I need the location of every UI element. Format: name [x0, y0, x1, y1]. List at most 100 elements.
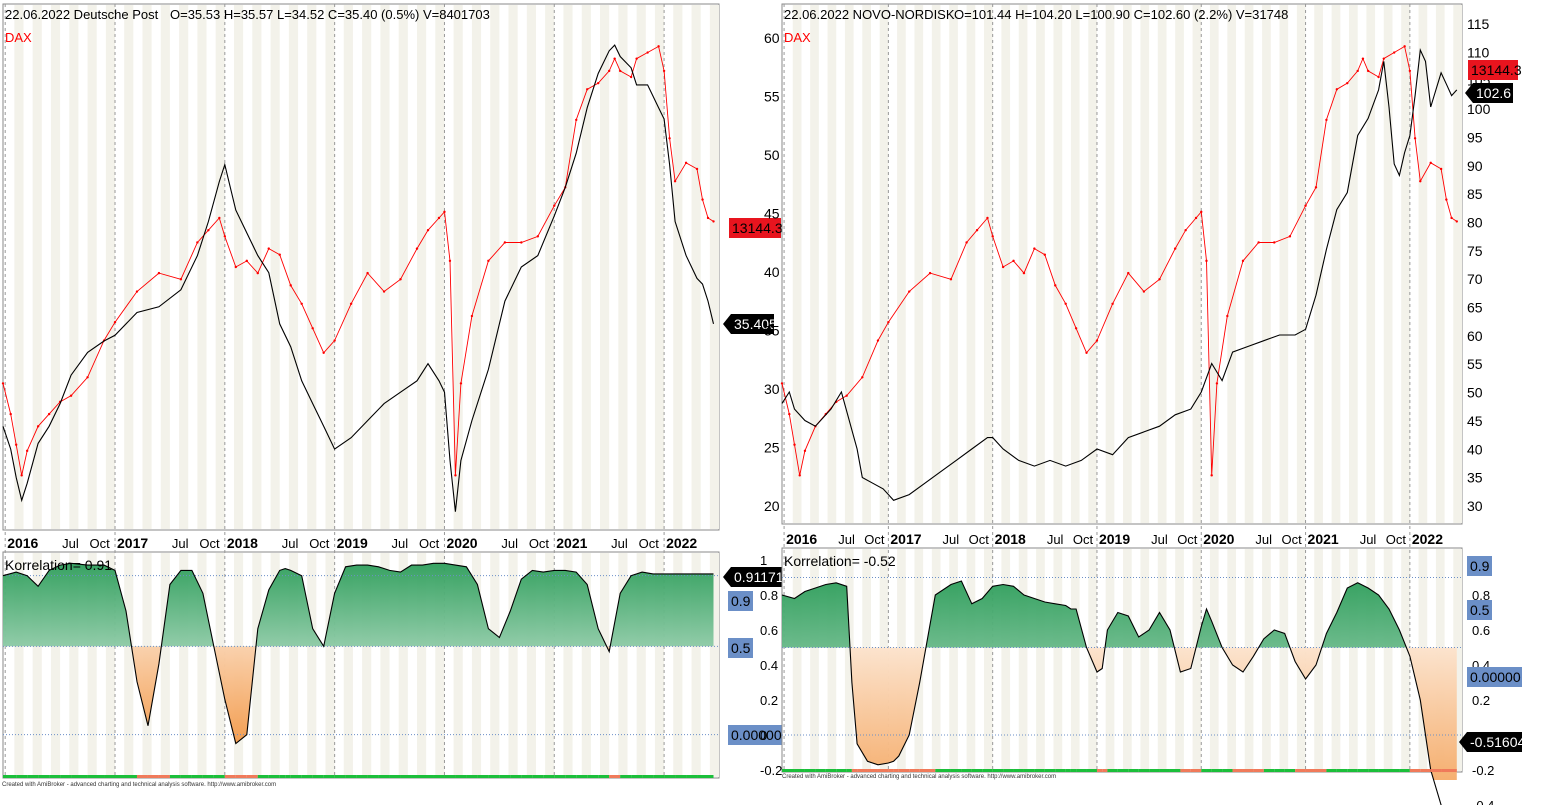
month-band: [1314, 549, 1323, 771]
ref-badge-0-text: 0.00000: [1470, 669, 1521, 685]
ribbon-segment: [1190, 769, 1202, 772]
month-band: [862, 5, 871, 523]
month-band: [844, 549, 854, 771]
dax-point: [157, 271, 161, 275]
month-band: [1070, 549, 1080, 771]
dax-overlay-label: DAX: [784, 30, 811, 45]
price-value-badge-text: 102.6: [1476, 85, 1511, 101]
month-band: [435, 5, 445, 529]
month-band: [270, 5, 280, 529]
right-axis-tick: 50: [1467, 385, 1483, 401]
month-band: [1192, 5, 1202, 523]
dax-point: [86, 376, 89, 379]
month-band: [1105, 5, 1115, 523]
dax-point: [1173, 247, 1177, 250]
dax-point: [673, 180, 677, 183]
ref-badge-0-shape: [1467, 667, 1522, 687]
month-band: [931, 549, 941, 771]
dax-point: [218, 216, 221, 220]
month-band: [124, 5, 134, 529]
ribbon-segment: [1138, 769, 1150, 772]
dax-point: [1022, 271, 1026, 275]
month-band: [1018, 5, 1028, 523]
month-band: [792, 549, 802, 771]
dax-point: [1074, 327, 1078, 330]
x-tick-label: Oct: [864, 532, 885, 547]
ribbon-segment: [565, 775, 577, 778]
ribbon-segment: [285, 775, 291, 778]
month-band: [233, 5, 244, 529]
ribbon-segment: [400, 775, 412, 778]
month-band: [87, 5, 97, 529]
month-band: [1418, 5, 1428, 523]
ribbon-segment: [1430, 769, 1442, 772]
ribbon-segment: [1149, 769, 1160, 772]
dax-point: [1450, 216, 1453, 220]
dax-point: [1366, 69, 1370, 73]
x-tick-label: 2016: [786, 531, 817, 547]
month-band: [810, 549, 819, 771]
right-axis-tick: 100: [1467, 101, 1491, 117]
dax-point: [520, 241, 523, 244]
ribbon-segment: [1263, 769, 1275, 772]
dax-point: [382, 290, 386, 293]
x-tick-label: Jul: [62, 536, 79, 551]
dax-point: [1335, 88, 1339, 91]
ribbon-segment: [1096, 769, 1103, 772]
ref-badge-0.9-shape: [1467, 556, 1492, 576]
ribbon-segment: [1222, 769, 1233, 772]
x-tick-label: Oct: [529, 536, 550, 551]
ref-badge-0.9-shape: [728, 591, 753, 611]
month-band: [1227, 5, 1237, 523]
x-tick-label: 2021: [1308, 531, 1339, 547]
ref-badge-0: 0.00000: [1467, 667, 1522, 687]
dax-point: [1325, 118, 1328, 122]
ribbon-segment: [125, 775, 137, 778]
month-band: [398, 5, 408, 529]
ribbon-segment: [1326, 769, 1337, 772]
dax-point: [1361, 57, 1365, 60]
indicator-left-tick: 1: [760, 553, 767, 568]
dax-point: [586, 88, 589, 91]
month-band: [1244, 5, 1254, 523]
month-band: [1053, 5, 1063, 523]
month-band: [914, 5, 924, 523]
month-band: [563, 5, 573, 529]
ribbon-segment: [846, 769, 852, 772]
ribbon-segment: [279, 775, 286, 778]
dax-point: [223, 235, 227, 238]
month-band: [949, 5, 958, 523]
ribbon-segment: [877, 769, 889, 772]
ribbon-segment: [60, 775, 72, 778]
dax-point: [1200, 210, 1203, 214]
dax-point: [454, 474, 457, 477]
ribbon-segment: [1102, 769, 1108, 772]
dax-point: [1377, 75, 1380, 79]
dax-point: [1419, 180, 1422, 183]
dax-point: [613, 57, 616, 60]
ribbon-segment: [825, 769, 837, 772]
ribbon-segment: [257, 775, 269, 778]
dax-point: [1226, 314, 1229, 318]
ribbon-segment: [576, 775, 588, 778]
month-band: [1383, 5, 1393, 523]
month-band: [545, 5, 555, 529]
dax-point: [861, 376, 864, 379]
panel-deutsche-post: 22.06.2022 Deutsche Post O=35.53 H=35.57 …: [1, 3, 786, 779]
ribbon-segment: [213, 775, 225, 778]
x-tick-label: 2018: [227, 535, 258, 551]
right-axis-tick: 60: [1467, 328, 1483, 344]
ribbon-segment: [935, 769, 951, 772]
month-band: [581, 5, 591, 529]
price-series-line: [2, 44, 715, 512]
ribbon-segment: [1211, 769, 1223, 772]
header-ohlcv: O=101.44 H=104.20 L=100.90 C=102.60 (2.2…: [954, 7, 1288, 22]
ribbon-segment: [378, 775, 390, 778]
ribbon-segment: [466, 775, 478, 778]
left-axis-tick: 45: [764, 206, 780, 222]
dax-point: [9, 412, 12, 416]
month-band: [32, 553, 42, 777]
month-band: [1105, 549, 1115, 771]
dax-point: [646, 51, 649, 54]
ribbon-segment: [224, 775, 236, 778]
